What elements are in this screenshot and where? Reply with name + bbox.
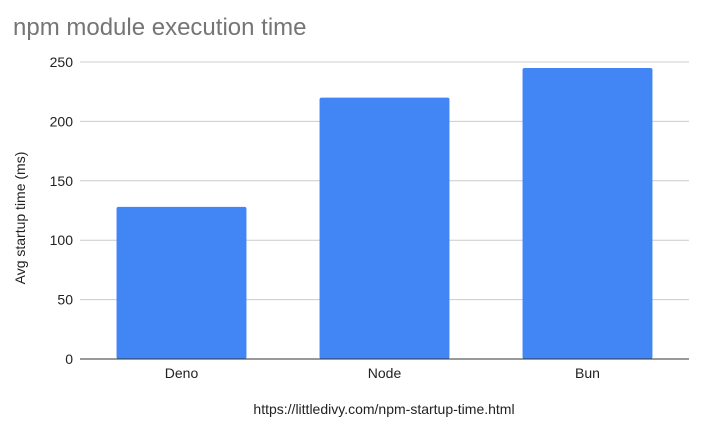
bars — [116, 67, 653, 359]
y-tick-label: 200 — [50, 113, 74, 129]
bar-bun — [522, 67, 653, 359]
y-tick-label: 150 — [50, 173, 74, 189]
y-axis-tick-labels: 0 50 100 150 200 250 — [50, 54, 74, 367]
x-axis-tick-labels: Deno Node Bun — [165, 365, 600, 381]
y-tick-label: 0 — [65, 351, 73, 367]
x-tick-label-bun: Bun — [575, 365, 600, 381]
y-axis-label: Avg startup time (ms) — [12, 152, 28, 285]
y-tick-label: 100 — [50, 232, 74, 248]
bar-deno — [116, 206, 247, 359]
y-tick-label: 250 — [50, 54, 74, 70]
chart-title: npm module execution time — [13, 14, 306, 41]
x-tick-label-deno: Deno — [165, 365, 199, 381]
y-tick-label: 50 — [57, 292, 73, 308]
x-tick-label-node: Node — [368, 365, 402, 381]
x-axis-label: https://littledivy.com/npm-startup-time.… — [253, 401, 514, 417]
bar-node — [319, 97, 450, 359]
